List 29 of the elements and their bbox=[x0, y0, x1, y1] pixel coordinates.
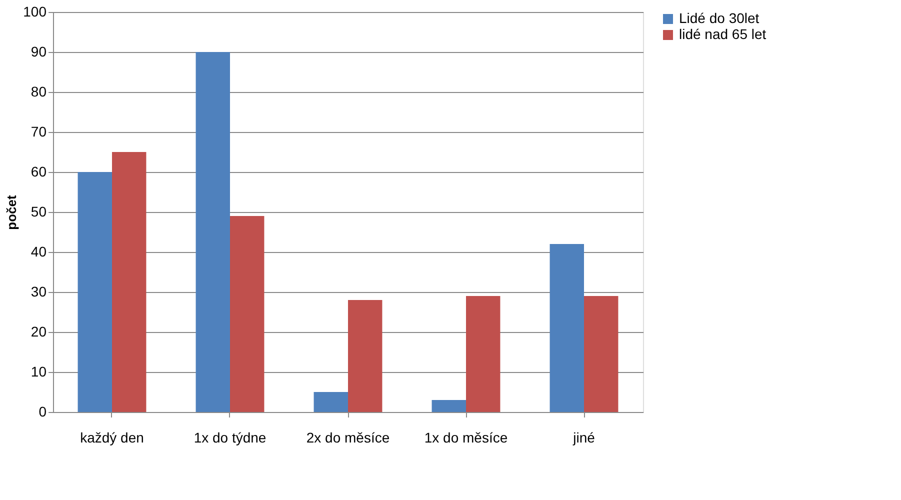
bar bbox=[432, 400, 466, 412]
x-tick-label: 1x do měsíce bbox=[424, 430, 508, 446]
legend-label: lidé nad 65 let bbox=[679, 26, 766, 42]
x-tick-label: jiné bbox=[572, 430, 596, 446]
x-tick-label: 2x do měsíce bbox=[306, 430, 390, 446]
bar bbox=[466, 296, 500, 412]
y-tick-label: 70 bbox=[30, 124, 47, 140]
bar bbox=[314, 392, 348, 412]
bar bbox=[584, 296, 618, 412]
legend-label: Lidé do 30let bbox=[679, 10, 760, 26]
bar bbox=[550, 244, 584, 412]
y-tick-label: 20 bbox=[30, 324, 47, 340]
y-tick-label: 50 bbox=[30, 204, 47, 220]
x-tick-label: 1x do týdne bbox=[194, 430, 266, 446]
bar bbox=[348, 300, 382, 412]
bar bbox=[112, 152, 146, 412]
y-tick-label: 0 bbox=[38, 404, 47, 420]
y-axis-title: počet bbox=[4, 194, 20, 230]
y-tick-label: 100 bbox=[23, 4, 47, 20]
y-tick-label: 40 bbox=[30, 244, 47, 260]
x-tick-label: každý den bbox=[80, 430, 144, 446]
bar bbox=[230, 216, 264, 412]
bar bbox=[78, 172, 112, 412]
y-tick-label: 90 bbox=[30, 44, 47, 60]
y-tick-label: 30 bbox=[30, 284, 47, 300]
y-tick-label: 10 bbox=[30, 364, 47, 380]
y-tick-label: 80 bbox=[30, 84, 47, 100]
bar bbox=[196, 52, 230, 412]
y-tick-label: 60 bbox=[30, 164, 47, 180]
